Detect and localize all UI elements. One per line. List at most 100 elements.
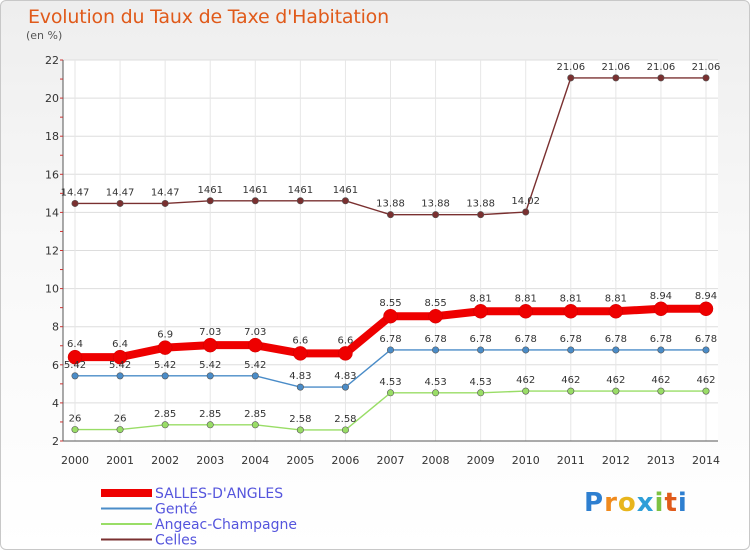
series-point-2: [432, 389, 440, 397]
data-label: 13.88: [466, 199, 495, 210]
series-point-2: [477, 389, 485, 397]
series-point-3: [657, 74, 665, 82]
y-tick-label: 22: [45, 54, 59, 67]
logo-letter: x: [636, 488, 655, 518]
series-point-0: [698, 301, 714, 317]
legend-label: Angeac-Champagne: [155, 517, 297, 533]
data-label: 462: [651, 375, 670, 386]
series-point-0: [112, 349, 128, 365]
data-label: 14.02: [511, 196, 540, 207]
legend-label: Genté: [155, 502, 197, 518]
x-tick-label: 2010: [512, 454, 540, 467]
x-tick-label: 2004: [241, 454, 269, 467]
series-point-2: [206, 421, 214, 429]
logo-letter: P: [584, 488, 605, 518]
data-label: 26: [69, 414, 82, 425]
series-point-0: [383, 308, 398, 324]
data-label: 6.78: [470, 334, 492, 345]
series-point-0: [67, 349, 83, 365]
series-point-2: [702, 387, 710, 395]
data-label: 6.6: [292, 335, 308, 346]
series-point-1: [522, 346, 530, 354]
legend-label: Celles: [155, 533, 197, 549]
series-point-0: [608, 304, 624, 319]
x-tick-label: 2014: [692, 454, 720, 467]
logo-letter: t: [664, 488, 678, 518]
y-tick-label: 12: [45, 245, 59, 258]
series-point-2: [612, 387, 620, 395]
logo-letter: i: [654, 488, 665, 518]
data-label: 8.94: [695, 291, 717, 302]
data-label: 4.53: [379, 377, 401, 388]
data-label: 7.03: [199, 327, 221, 338]
data-label: 1461: [197, 185, 222, 196]
data-label: 5.42: [154, 360, 176, 371]
data-label: 8.94: [650, 291, 672, 302]
series-point-2: [386, 389, 394, 397]
series-point-2: [251, 421, 259, 429]
series-point-1: [161, 372, 169, 380]
y-tick-label: 20: [45, 92, 59, 105]
data-label: 6.78: [560, 334, 582, 345]
series-point-3: [71, 199, 79, 207]
x-tick-label: 2000: [61, 454, 89, 467]
series-point-2: [71, 426, 79, 434]
data-label: 5.42: [64, 360, 86, 371]
x-tick-label: 2011: [557, 454, 585, 467]
x-tick-label: 2006: [331, 454, 359, 467]
x-tick-label: 2007: [377, 454, 405, 467]
series-point-3: [432, 211, 440, 219]
y-tick-label: 4: [52, 397, 59, 410]
series-point-1: [71, 372, 79, 380]
series-point-1: [702, 346, 710, 354]
series-point-3: [206, 197, 214, 205]
data-label: 4.83: [334, 371, 356, 382]
data-label: 21.06: [556, 62, 585, 73]
series-point-1: [206, 372, 214, 380]
series-point-3: [251, 197, 259, 205]
data-label: 8.55: [379, 298, 401, 309]
data-label: 7.03: [244, 327, 266, 338]
data-label: 21.06: [692, 62, 721, 73]
data-label: 8.55: [424, 298, 446, 309]
data-label: 6.6: [337, 335, 353, 346]
series-point-3: [522, 208, 530, 216]
proxiti-logo: Proxiti: [584, 488, 688, 518]
data-label: 4.83: [289, 371, 311, 382]
data-label: 21.06: [602, 62, 631, 73]
y-tick-label: 8: [52, 321, 59, 334]
y-tick-label: 6: [52, 359, 59, 372]
data-label: 4.53: [424, 377, 446, 388]
data-label: 462: [606, 375, 625, 386]
data-label: 6.78: [695, 334, 717, 345]
data-label: 6.9: [157, 330, 173, 341]
logo-letter: o: [617, 488, 637, 518]
x-tick-label: 2013: [647, 454, 675, 467]
series-point-1: [386, 346, 394, 354]
series-point-1: [341, 383, 349, 391]
series-point-3: [612, 74, 620, 82]
series-point-2: [341, 426, 349, 434]
data-label: 462: [561, 375, 580, 386]
series-point-3: [386, 211, 394, 219]
logo-letter: r: [604, 488, 618, 518]
data-label: 8.81: [605, 293, 627, 304]
series-point-3: [116, 199, 124, 207]
data-label: 1461: [333, 185, 358, 196]
x-tick-label: 2003: [196, 454, 224, 467]
data-label: 21.06: [647, 62, 676, 73]
data-label: 14.47: [151, 187, 180, 198]
y-tick-label: 16: [45, 168, 59, 181]
series-point-2: [567, 387, 575, 395]
series-point-1: [612, 346, 620, 354]
data-label: 14.47: [106, 187, 135, 198]
series-point-0: [428, 308, 443, 324]
legend-label: SALLES-D'ANGLES: [155, 486, 283, 502]
logo-letter: i: [677, 488, 688, 518]
data-label: 4.53: [470, 377, 492, 388]
data-label: 2.85: [199, 409, 221, 420]
data-label: 1461: [288, 185, 313, 196]
data-label: 6.4: [112, 339, 128, 350]
y-tick-label: 14: [45, 206, 59, 219]
series-point-2: [116, 426, 124, 434]
